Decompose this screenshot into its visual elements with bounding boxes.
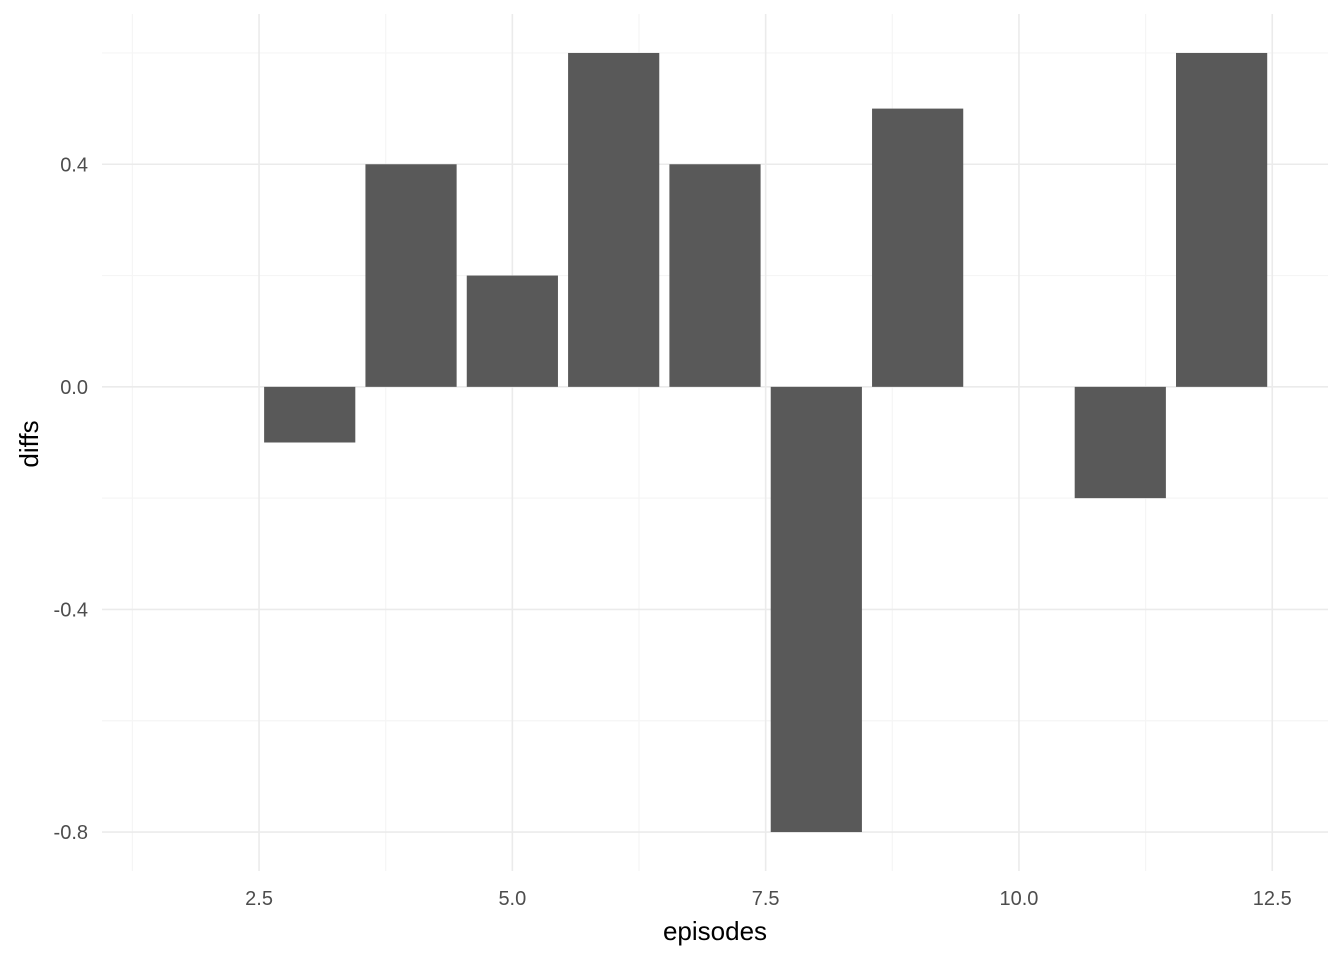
bar-episode-3 [264, 386, 356, 443]
y-axis-title: diffs [14, 420, 44, 467]
bars [264, 52, 1268, 833]
x-tick-label: 2.5 [245, 888, 273, 910]
bar-episode-4 [365, 164, 457, 387]
x-tick-label: 10.0 [999, 888, 1038, 910]
bar-episode-7 [669, 164, 761, 387]
y-tick-label: 0.0 [60, 377, 88, 399]
y-tick-label: -0.8 [54, 822, 88, 844]
y-axis-tick-labels: -0.8 -0.4 0.0 0.4 [54, 154, 88, 844]
y-tick-label: -0.4 [54, 599, 88, 621]
bar-episode-12 [1176, 52, 1268, 387]
bar-episode-5 [466, 275, 558, 387]
x-axis-tick-labels: 2.5 5.0 7.5 10.0 12.5 [245, 888, 1292, 910]
bar-episode-11 [1074, 386, 1166, 499]
x-tick-label: 7.5 [752, 888, 780, 910]
bar-episode-9 [872, 108, 964, 387]
bar-episode-8 [770, 386, 862, 833]
x-axis-title: episodes [663, 916, 767, 946]
x-tick-label: 12.5 [1253, 888, 1292, 910]
x-tick-label: 5.0 [498, 888, 526, 910]
y-tick-label: 0.4 [60, 154, 88, 176]
bar-episode-6 [568, 52, 660, 387]
